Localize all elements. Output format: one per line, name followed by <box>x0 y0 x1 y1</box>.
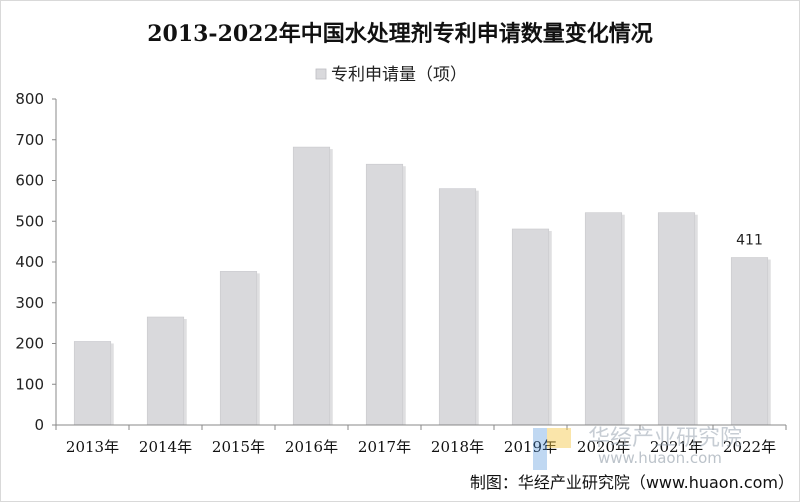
bar <box>365 163 404 426</box>
x-tick-label: 2018年 <box>431 438 484 456</box>
y-axis: 0 100 200 300 400 500 600 700 800 <box>15 90 57 434</box>
bar <box>730 257 769 426</box>
watermark-logo-blue <box>533 428 547 470</box>
watermark-brand: 华经产业研究院 <box>588 426 742 451</box>
y-tick-label: 500 <box>15 212 44 230</box>
y-tick-label: 800 <box>15 90 44 108</box>
x-tick-label: 2017年 <box>358 438 411 456</box>
legend: 专利申请量（项） <box>315 65 467 85</box>
y-tick-label: 300 <box>15 294 44 312</box>
data-labels: 411 <box>736 233 763 249</box>
y-tick-label: 600 <box>15 172 44 190</box>
legend-label: 专利申请量（项） <box>331 65 467 85</box>
bars <box>73 146 771 426</box>
x-tick-label: 2022年 <box>723 438 776 456</box>
x-tick-label: 2015年 <box>212 438 265 456</box>
x-tick-label: 2014年 <box>139 438 192 456</box>
x-tick-label: 2021年 <box>650 438 703 456</box>
y-tick-label: 400 <box>15 253 44 271</box>
watermark-logo-yellow <box>547 428 571 448</box>
data-label: 411 <box>736 233 763 249</box>
source-note: 制图：华经产业研究院（www.huaon.com） <box>470 473 794 492</box>
watermark-url: www.huaon.com <box>598 449 722 467</box>
legend-swatch <box>315 68 327 80</box>
bar <box>584 212 623 426</box>
chart-title: 2013-2022年中国水处理剂专利申请数量变化情况 <box>147 21 653 47</box>
bar <box>511 228 550 426</box>
y-tick-label: 100 <box>15 375 44 393</box>
bar <box>219 271 258 426</box>
bar <box>438 188 477 426</box>
x-tick-label: 2016年 <box>285 438 338 456</box>
x-tick-label: 2020年 <box>577 438 630 456</box>
bar <box>146 316 185 426</box>
y-tick-label: 700 <box>15 131 44 149</box>
x-axis: 2013年 2014年 2015年 2016年 2017年 2018年 2019年 2020年… <box>55 424 787 456</box>
x-tick-label: 2013年 <box>66 438 119 456</box>
y-tick-label: 200 <box>15 335 44 353</box>
y-tick-label: 0 <box>34 416 44 434</box>
bar <box>73 341 112 426</box>
x-tick-label: 2019年 <box>504 438 557 456</box>
bar <box>292 146 331 426</box>
bar <box>657 212 696 426</box>
watermark: 华经产业研究院 www.huaon.com <box>533 426 742 470</box>
